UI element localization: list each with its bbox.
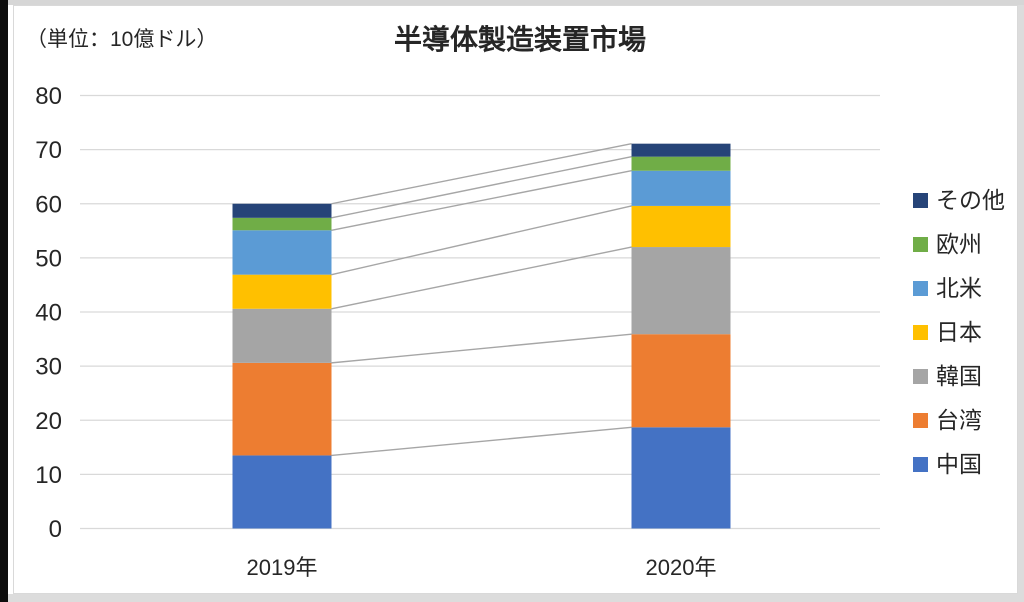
legend-label-その他: その他	[936, 187, 1005, 213]
connector-line-欧州	[331, 155, 632, 219]
legend-item-欧州[interactable]: 欧州	[913, 231, 982, 257]
connector-line-その他	[331, 142, 632, 205]
legend-swatch-台湾	[913, 412, 928, 428]
bar-segment-その他-2019年[interactable]	[232, 203, 332, 218]
y-tick-label-40: 40	[35, 300, 62, 327]
y-tick-label-0: 0	[49, 516, 62, 543]
unit-label: （単位：10億ドル）	[26, 28, 218, 51]
legend-item-台湾[interactable]: 台湾	[913, 407, 982, 433]
bar-segment-韓国-2019年[interactable]	[232, 308, 332, 363]
legend-swatch-その他	[913, 192, 928, 208]
legend-item-北米[interactable]: 北米	[913, 275, 982, 301]
legend-item-韓国[interactable]: 韓国	[913, 363, 982, 389]
y-tick-label-70: 70	[35, 137, 62, 164]
connector-line-韓国	[331, 246, 632, 310]
legend-swatch-北米	[913, 280, 928, 296]
window-edge-bottom	[8, 594, 1024, 602]
y-tick-label-20: 20	[35, 408, 62, 435]
bar-segment-北米-2019年[interactable]	[232, 230, 332, 275]
bar-segment-中国-2020年[interactable]	[631, 427, 731, 529]
bar-segment-欧州-2020年[interactable]	[631, 156, 731, 171]
connector-line-北米	[331, 170, 632, 231]
bar-segment-欧州-2019年[interactable]	[232, 217, 332, 231]
bar-segment-台湾-2019年[interactable]	[232, 362, 332, 456]
x-category-label-2020年: 2020年	[646, 555, 717, 580]
window-edge-left	[0, 0, 8, 602]
bar-segment-韓国-2020年[interactable]	[631, 247, 731, 335]
legend-label-韓国: 韓国	[936, 363, 982, 389]
bar-segment-北米-2020年[interactable]	[631, 170, 731, 206]
legend-label-中国: 中国	[936, 451, 982, 477]
bar-segment-その他-2020年[interactable]	[631, 143, 731, 157]
bar-segment-台湾-2020年[interactable]	[631, 334, 731, 428]
y-tick-label-80: 80	[35, 83, 62, 110]
connector-line-台湾	[331, 333, 632, 364]
window-edge-right	[1018, 5, 1024, 602]
y-tick-label-60: 60	[35, 191, 62, 218]
legend-label-欧州: 欧州	[936, 231, 982, 257]
legend-label-日本: 日本	[936, 319, 982, 345]
chart-object-border	[13, 5, 1018, 594]
legend-item-中国[interactable]: 中国	[913, 451, 982, 477]
legend-swatch-中国	[913, 456, 928, 472]
connector-line-日本	[331, 205, 632, 276]
y-tick-label-30: 30	[35, 354, 62, 381]
legend-swatch-日本	[913, 324, 928, 340]
y-tick-label-10: 10	[35, 462, 62, 489]
legend-swatch-韓国	[913, 368, 928, 384]
bar-segment-日本-2020年[interactable]	[631, 205, 731, 248]
connector-line-中国	[331, 426, 632, 457]
x-category-label-2019年: 2019年	[247, 555, 318, 580]
chart-title: 半導体製造装置市場	[393, 24, 646, 55]
legend-label-台湾: 台湾	[936, 407, 982, 433]
legend-swatch-欧州	[913, 236, 928, 252]
y-tick-label-50: 50	[35, 245, 62, 272]
bar-segment-日本-2019年[interactable]	[232, 274, 332, 309]
legend-item-その他[interactable]: その他	[913, 187, 1005, 213]
legend-item-日本[interactable]: 日本	[913, 319, 982, 345]
bar-segment-中国-2019年[interactable]	[232, 455, 332, 529]
window-edge-top	[8, 0, 1024, 5]
legend-label-北米: 北米	[936, 275, 982, 301]
